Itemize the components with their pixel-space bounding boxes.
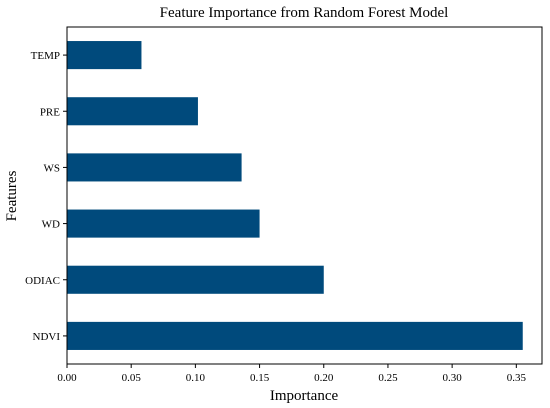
bar-wd — [67, 209, 260, 238]
bar-pre — [67, 97, 198, 126]
x-tick-label: 0.10 — [186, 372, 206, 384]
y-tick-label-wd: WD — [42, 219, 60, 231]
bar-odiac — [67, 265, 324, 294]
y-tick-label-temp: TEMP — [31, 50, 60, 62]
plot-area-frame — [66, 26, 543, 365]
bar-temp — [67, 41, 142, 70]
y-axis-label: Features — [4, 170, 20, 221]
y-tick-label-pre: PRE — [40, 106, 60, 118]
bar-ws — [67, 153, 242, 182]
bars-group — [67, 41, 523, 350]
x-tick-label: 0.20 — [314, 372, 334, 384]
y-tick-label-odiac: ODIAC — [25, 275, 60, 287]
x-axis-ticks: 0.00 0.05 0.10 0.15 0.20 0.25 0.30 0.35 — [57, 364, 526, 384]
x-tick-label: 0.30 — [443, 372, 463, 384]
x-axis-label: Importance — [270, 388, 339, 404]
y-tick-label-ndvi: NDVI — [33, 331, 61, 343]
x-tick-label: 0.00 — [57, 372, 77, 384]
y-tick-label-ws: WS — [44, 162, 61, 174]
x-tick-label: 0.05 — [122, 372, 142, 384]
x-tick-label: 0.15 — [250, 372, 270, 384]
y-axis-ticks: TEMP PRE WS WD ODIAC NDVI — [25, 50, 67, 343]
chart-title: Feature Importance from Random Forest Mo… — [160, 5, 449, 21]
x-tick-label: 0.25 — [378, 372, 398, 384]
x-tick-label: 0.35 — [507, 372, 527, 384]
bar-ndvi — [67, 321, 523, 350]
